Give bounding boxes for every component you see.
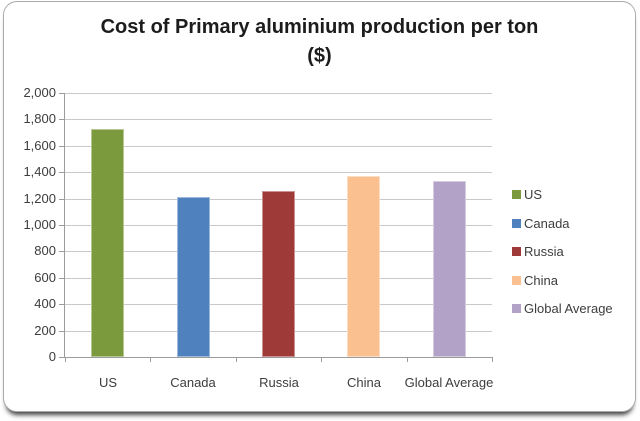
y-axis-tick-label: 200 bbox=[34, 323, 56, 338]
y-axis-tick-label: 2,000 bbox=[23, 85, 56, 100]
bar-us bbox=[91, 129, 124, 357]
legend-label-us: US bbox=[524, 186, 543, 202]
y-axis-tick bbox=[59, 199, 65, 200]
legend-item-russia: Russia bbox=[512, 242, 564, 260]
legend-label-china: China bbox=[524, 272, 558, 288]
x-axis-label-china: China bbox=[347, 375, 381, 390]
y-axis-tick-label: 1,400 bbox=[23, 164, 56, 179]
legend-label-canada: Canada bbox=[524, 215, 570, 231]
y-axis-tick bbox=[59, 172, 65, 173]
y-axis-tick-label: 1,200 bbox=[23, 191, 56, 206]
bar-canada bbox=[177, 197, 210, 357]
gridline bbox=[65, 172, 492, 173]
legend-swatch-canada bbox=[512, 218, 521, 228]
y-axis-tick-label: 1,600 bbox=[23, 138, 56, 153]
chart-title: Cost of Primary aluminium production per… bbox=[34, 13, 605, 71]
gridline bbox=[65, 146, 492, 147]
chart-title-line2: ($) bbox=[307, 45, 332, 67]
legend-item-china: China bbox=[512, 271, 558, 289]
legend-item-global-average: Global Average bbox=[512, 299, 613, 317]
x-axis-tick bbox=[321, 357, 322, 362]
legend-label-russia: Russia bbox=[524, 243, 564, 259]
x-axis-label-russia: Russia bbox=[259, 375, 299, 390]
legend-item-canada: Canada bbox=[512, 214, 570, 232]
x-axis-tick bbox=[492, 357, 493, 362]
legend-label-global-average: Global Average bbox=[524, 300, 613, 316]
legend-swatch-us bbox=[512, 189, 521, 199]
bar-russia bbox=[262, 191, 295, 357]
y-axis-tick bbox=[59, 278, 65, 279]
y-axis-tick bbox=[59, 225, 65, 226]
gridline bbox=[65, 93, 492, 94]
x-axis-label-global-average: Global Average bbox=[404, 375, 494, 390]
y-axis-tick bbox=[59, 146, 65, 147]
y-axis-tick-label: 400 bbox=[34, 296, 56, 311]
legend-swatch-global-average bbox=[512, 303, 521, 313]
y-axis-tick-label: 800 bbox=[34, 243, 56, 258]
x-axis-tick bbox=[150, 357, 151, 362]
y-axis-tick-label: 0 bbox=[48, 349, 56, 364]
y-axis-tick-label: 1,000 bbox=[23, 217, 56, 232]
legend-item-us: US bbox=[512, 185, 542, 203]
y-axis-tick-label: 600 bbox=[34, 270, 56, 285]
legend-swatch-russia bbox=[512, 246, 521, 256]
x-axis-tick bbox=[236, 357, 237, 362]
chart-title-line1: Cost of Primary aluminium production per… bbox=[100, 16, 539, 38]
x-axis-tick bbox=[65, 357, 66, 362]
y-axis-tick bbox=[59, 304, 65, 305]
legend-swatch-china bbox=[512, 275, 521, 285]
gridline bbox=[65, 119, 492, 120]
plot-area: 0 200 400 600 800 1,000 1,200 1,400 1,600 1,800 2,… bbox=[23, 86, 493, 391]
chart-frame: Cost of Primary aluminium production per… bbox=[3, 1, 636, 412]
bar-china bbox=[347, 176, 380, 357]
x-axis-label-us: US bbox=[98, 375, 118, 390]
x-axis-label-canada: Canada bbox=[170, 375, 216, 390]
y-axis-tick bbox=[59, 331, 65, 332]
y-axis-tick bbox=[59, 119, 65, 120]
x-axis-tick bbox=[407, 357, 408, 362]
bar-global-average bbox=[433, 181, 466, 357]
y-axis-tick bbox=[59, 251, 65, 252]
y-axis-tick-label: 1,800 bbox=[23, 111, 56, 126]
y-axis-tick bbox=[59, 93, 65, 94]
y-axis-tick bbox=[59, 357, 65, 358]
